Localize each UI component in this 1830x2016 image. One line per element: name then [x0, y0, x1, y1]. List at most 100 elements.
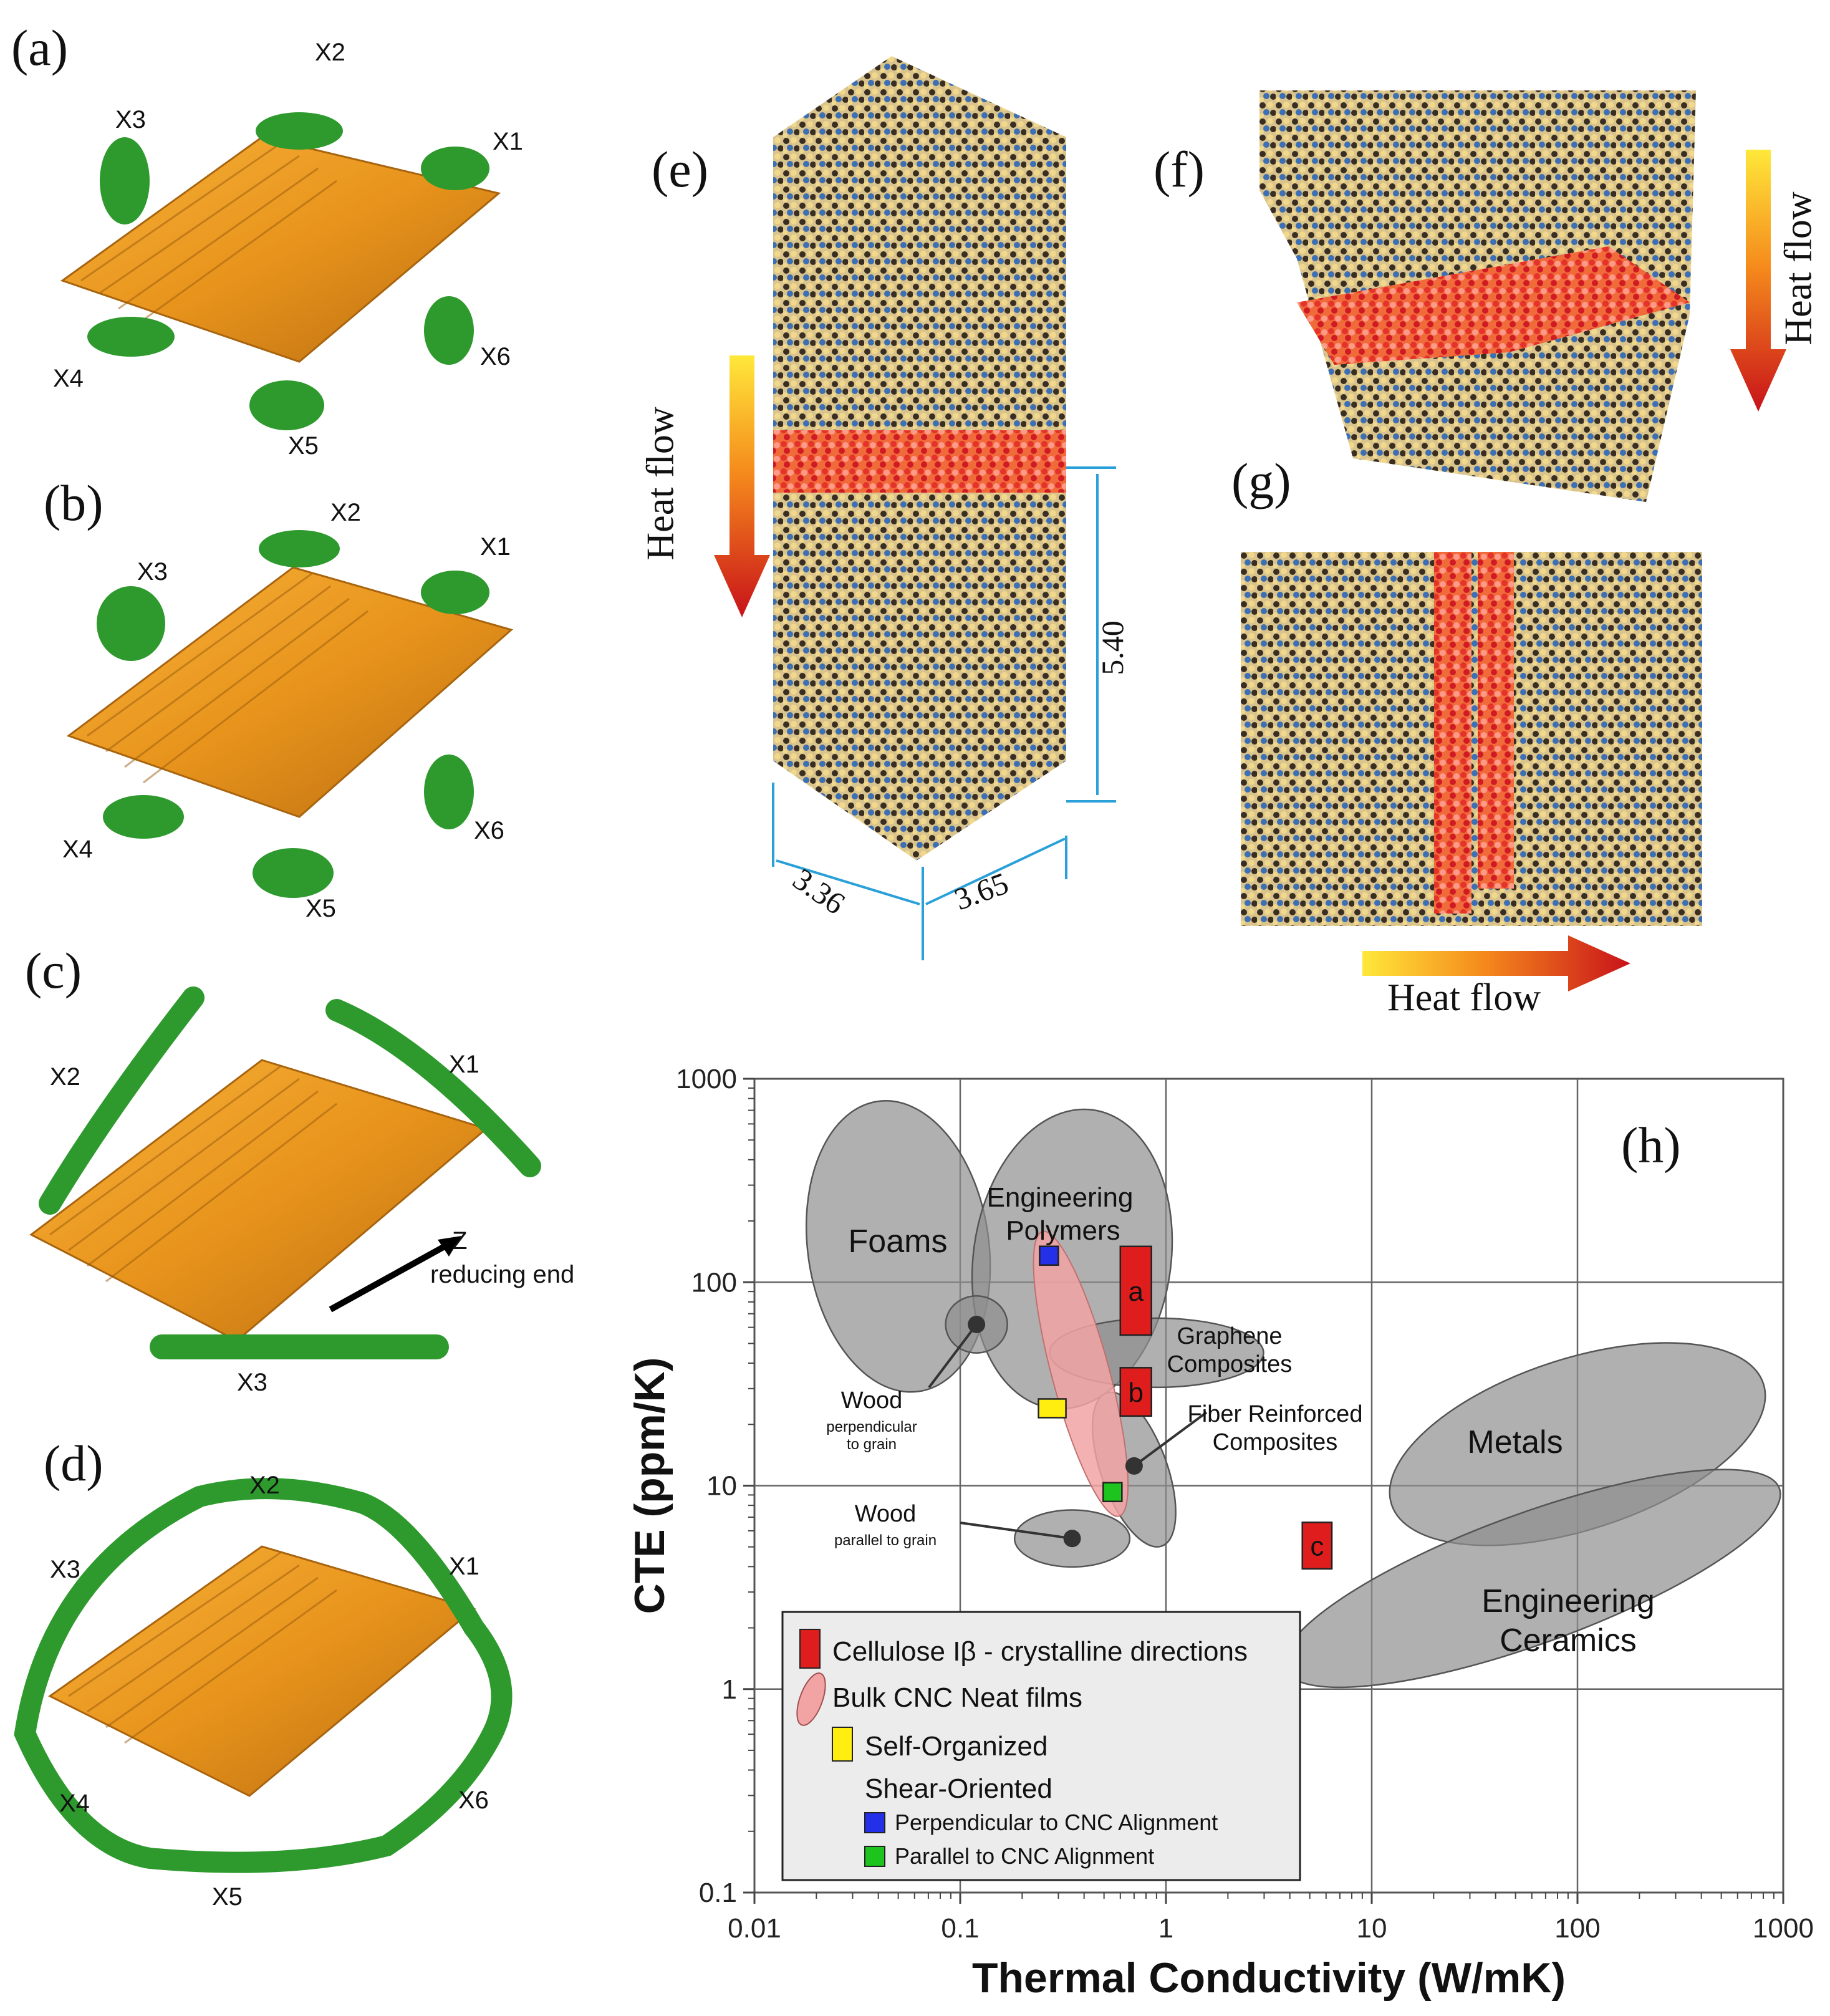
x-tick-label: 10	[1357, 1913, 1387, 1944]
panel-d-letter: (d)	[44, 1435, 104, 1492]
y-axis-label: CTE (ppm/K)	[626, 1358, 673, 1614]
region-label-engineering-ceramics-1: Engineering	[1481, 1583, 1655, 1619]
chain-label-x2: X2	[315, 39, 345, 66]
chain-label-x1: X1	[493, 128, 523, 155]
panel-h-letter: (h)	[1621, 1117, 1681, 1174]
md-box-g	[1241, 552, 1702, 926]
region-label-wood-para: Wood	[855, 1501, 917, 1527]
y-tick-label: 10	[706, 1471, 737, 1502]
x-tick-label: 0.01	[728, 1913, 781, 1944]
marker-self-organized	[1038, 1398, 1067, 1419]
marker-cellulose-b	[1119, 1367, 1152, 1417]
chain-label-x4: X4	[53, 365, 84, 392]
panel-c-letter: (c)	[25, 942, 82, 999]
marker-label-b: b	[1129, 1377, 1144, 1408]
chain-label-x3: X3	[137, 558, 168, 586]
legend-label-perpendicular: Perpendicular to CNC Alignment	[895, 1810, 1218, 1835]
chain-label-x1: X1	[449, 1553, 479, 1580]
md-box-e	[773, 56, 1066, 861]
legend-box	[781, 1611, 1301, 1881]
heat-flow-arrow-f	[1730, 150, 1786, 412]
heat-flow-arrow-g	[1362, 935, 1630, 991]
panel-f-letter: (f)	[1153, 141, 1205, 198]
chain-label-x1: X1	[449, 1051, 479, 1078]
legend-swatch-cellulose	[799, 1629, 821, 1669]
dimension-lines-e	[772, 466, 1116, 960]
x-tick-label: 100	[1554, 1913, 1600, 1944]
chain-label-x2: X2	[249, 1472, 280, 1499]
heat-flow-label-g: Heat flow	[1387, 977, 1541, 1019]
legend-label-self-organized: Self-Organized	[865, 1731, 1047, 1762]
legend-swatch-perpendicular	[864, 1812, 885, 1833]
region-label-wood-perp-note-2: to grain	[847, 1436, 897, 1453]
legend-swatch-cnc-film	[796, 1672, 826, 1726]
crystal-stack-c	[29, 986, 541, 1359]
y-tick-label: 100	[691, 1267, 737, 1298]
chain-label-x6: X6	[458, 1787, 489, 1814]
legend-swatch-parallel	[864, 1846, 885, 1867]
region-label-wood-perp: Wood	[841, 1387, 903, 1414]
heat-flow-arrow-e	[714, 355, 770, 617]
region-label-wood-perp-note-1: perpendicular	[826, 1419, 917, 1435]
chain-label-x5: X5	[288, 432, 319, 460]
chain-label-x4: X4	[59, 1790, 90, 1817]
region-label-fiber-reinforced-1: Fiber Reinforced	[1188, 1401, 1363, 1427]
x-tick-label: 1000	[1753, 1913, 1814, 1944]
x-axis-label: Thermal Conductivity (W/mK)	[972, 1954, 1566, 2002]
chain-label-x5: X5	[212, 1883, 243, 1911]
chain-label-x2: X2	[50, 1063, 80, 1091]
chain-label-x4: X4	[62, 836, 93, 863]
chain-label-x3: X3	[237, 1369, 267, 1396]
leader-fiber	[1133, 1411, 1208, 1467]
y-tick-label: 1000	[676, 1064, 737, 1094]
panel-b-letter: (b)	[44, 475, 104, 531]
chain-label-x6: X6	[474, 817, 504, 844]
legend-label-cnc-film: Bulk CNC Neat films	[832, 1682, 1082, 1713]
region-label-wood-para-note: parallel to grain	[834, 1532, 937, 1549]
region-label-engineering-polymers-2: Polymers	[1006, 1215, 1120, 1246]
region-label-engineering-ceramics-2: Ceramics	[1500, 1623, 1637, 1659]
leader-dot-fiber	[1125, 1457, 1143, 1475]
leader-dot-wood-para	[1063, 1530, 1081, 1548]
y-tick-label: 1	[722, 1674, 737, 1705]
marker-perpendicular-to-cnc-alignment	[1039, 1245, 1059, 1266]
axis-label-z: Z	[452, 1227, 468, 1255]
legend-label-cellulose: Cellulose Iβ - crystalline directions	[832, 1636, 1248, 1667]
region-label-fiber-reinforced-2: Composites	[1213, 1429, 1338, 1455]
crystal-stack-d	[14, 1478, 513, 1873]
chain-label-x6: X6	[480, 343, 511, 370]
leader-dot-wood-perp	[968, 1315, 986, 1333]
region-label-foams: Foams	[849, 1223, 948, 1260]
chain-label-x1: X1	[480, 533, 511, 561]
axis-note-reducing-end: reducing end	[430, 1261, 575, 1288]
region-label-graphene-composites-2: Composites	[1167, 1351, 1293, 1377]
crystal-stack-b	[66, 530, 514, 898]
marker-parallel-to-cnc-alignment	[1102, 1482, 1123, 1503]
panel-g-letter: (g)	[1231, 453, 1291, 509]
chain-label-x3: X3	[50, 1556, 80, 1583]
region-label-graphene-composites-1: Graphene	[1177, 1323, 1282, 1349]
leader-wood-para	[960, 1522, 1072, 1540]
marker-cellulose-c	[1301, 1522, 1333, 1570]
marker-cellulose-a	[1119, 1245, 1152, 1336]
bulk-cnc-film-region	[1033, 1230, 1129, 1517]
chain-label-x5: X5	[306, 895, 336, 922]
marker-label-c: c	[1310, 1531, 1324, 1562]
md-box-f	[1259, 90, 1696, 502]
chain-label-x2: X2	[330, 499, 361, 526]
y-tick-label: 0.1	[699, 1878, 737, 1908]
legend-swatch-self-organized	[832, 1727, 853, 1762]
region-label-engineering-polymers-1: Engineering	[987, 1182, 1134, 1213]
region-label-metals: Metals	[1467, 1424, 1563, 1460]
x-tick-label: 0.1	[941, 1913, 979, 1944]
chain-label-x3: X3	[115, 106, 146, 133]
crystal-stack-a	[60, 112, 501, 430]
legend-label-parallel: Parallel to CNC Alignment	[895, 1843, 1154, 1869]
panel-a-letter: (a)	[11, 19, 69, 76]
legend-label-shear-oriented: Shear-Oriented	[865, 1773, 1052, 1804]
panel-e-letter: (e)	[652, 141, 709, 198]
x-tick-label: 1	[1158, 1913, 1173, 1944]
leader-wood-perp	[928, 1323, 978, 1389]
marker-label-a: a	[1129, 1276, 1144, 1307]
